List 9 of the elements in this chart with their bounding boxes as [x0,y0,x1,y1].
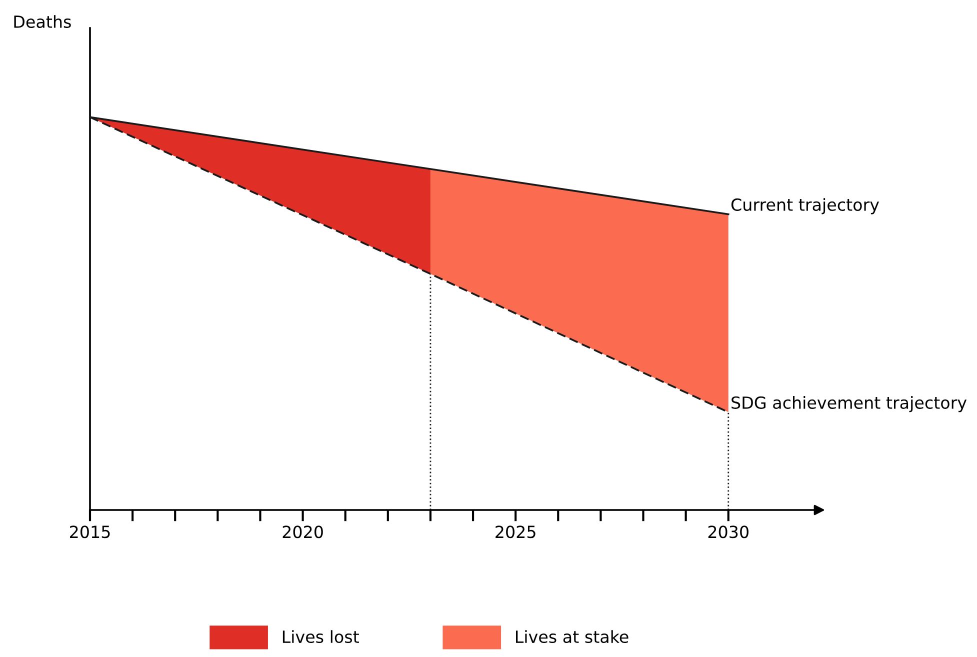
legend-label: Lives at stake [516,630,628,644]
legend-label: Lives lost [282,630,359,644]
x-tick-label: 2020 [282,526,323,538]
x-tick-label: 2015 [70,526,110,538]
series-label: SDG achievement trajectory [732,396,967,412]
x-tick-label: 2025 [496,526,536,538]
x-tick-label: 2030 [708,526,748,538]
series-label: Current trajectory [731,198,879,214]
text: Deaths [14,15,71,28]
